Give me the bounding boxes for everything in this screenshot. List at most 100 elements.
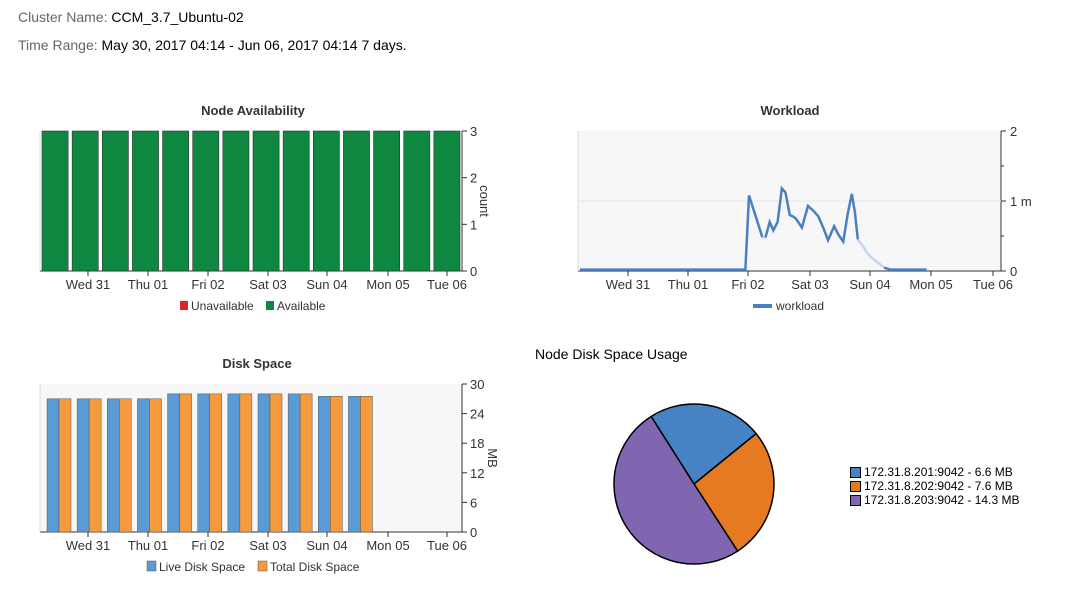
available-bar [252,130,280,272]
total-disk-bar [239,393,253,533]
x-tick-label: Mon 05 [909,277,952,292]
legend-label-live: Live Disk Space [159,560,245,574]
pie-legend-swatch [850,466,861,478]
workload-line [883,266,927,271]
total-disk-bar [330,396,343,533]
available-bar [373,130,401,272]
available-bar [162,130,190,272]
workload-gap-line [856,238,885,269]
pie-legend-label: 172.31.8.203:9042 - 14.3 MB [864,493,1020,507]
workload-line [580,195,764,271]
available-bar [71,130,99,272]
x-tick-label: Fri 02 [191,277,224,292]
x-tick-label: Tue 06 [973,277,1013,292]
x-tick-label: Wed 31 [66,277,111,292]
available-bar [433,130,461,272]
time-range-row: Time Range: May 30, 2017 04:14 - Jun 06,… [18,37,407,53]
pie-legend-swatch [850,480,861,492]
y-tick-label: 24 [470,407,484,422]
y-axis-label: count [477,185,492,217]
pie-legend: 172.31.8.201:9042 - 6.6 MB 172.31.8.202:9… [850,465,1019,507]
pie-slice [613,415,739,565]
pie-legend-item: 172.31.8.202:9042 - 7.6 MB [850,479,1019,493]
x-tick-label: Thu 01 [668,277,708,292]
available-bar [312,130,340,272]
pie-legend-label: 172.31.8.202:9042 - 7.6 MB [864,479,1013,493]
chart-title: Workload [761,103,820,118]
time-range-label: Time Range: [18,37,98,53]
y-tick-label: 6 [470,495,477,510]
pie-legend-label: 172.31.8.201:9042 - 6.6 MB [864,465,1013,479]
x-tick-label: Wed 31 [66,538,111,553]
available-bar [282,130,310,272]
chart-title: Node Availability [201,103,306,118]
legend-label-workload: workload [775,299,824,313]
legend-swatch-available [266,301,274,310]
legend-label-available: Available [277,299,326,313]
y-tick-label: 0 [1010,264,1017,279]
legend-label-unavailable: Unavailable [191,299,254,313]
cluster-name-value: CCM_3.7_Ubuntu-02 [111,9,244,25]
chart-title: Disk Space [222,356,291,371]
total-disk-bar [119,398,132,533]
x-tick-label: Sat 03 [249,277,287,292]
pie-legend-item: 172.31.8.203:9042 - 14.3 MB [850,493,1019,507]
x-tick-label: Wed 31 [606,277,651,292]
legend-swatch-total [257,560,268,572]
x-tick-label: Sun 04 [306,277,347,292]
pie-slice [650,403,758,486]
x-tick-label: Tue 06 [427,538,467,553]
x-tick-label: Sun 04 [849,277,890,292]
total-disk-bar [58,398,72,533]
y-tick-label: 3 [470,124,477,139]
available-bar [132,130,159,272]
x-tick-label: Thu 01 [128,538,168,553]
total-disk-bar [88,398,102,533]
available-bar [101,130,129,272]
x-tick-label: Tue 06 [427,277,467,292]
y-tick-label: 12 [470,466,484,481]
pie-legend-item: 172.31.8.201:9042 - 6.6 MB [850,465,1019,479]
time-range-value: May 30, 2017 04:14 - Jun 06, 2017 04:14 … [101,37,407,53]
pie-slice [693,432,775,553]
available-bar [192,130,220,272]
cluster-name-label: Cluster Name: [18,9,108,25]
x-tick-label: Mon 05 [366,538,409,553]
available-bar [222,130,250,272]
total-disk-bar [269,393,283,533]
x-tick-label: Thu 01 [128,277,168,292]
total-disk-bar [360,396,373,533]
y-tick-label: 0 [470,525,477,540]
y-tick-label: 2 [470,171,477,186]
y-tick-label: 18 [470,436,484,451]
pie-chart-title: Node Disk Space Usage [535,346,688,362]
available-bar [403,130,431,272]
y-tick-label: 1 [470,217,477,232]
y-tick-label: 0 [470,264,477,279]
y-tick-label: 30 [470,377,484,392]
x-tick-label: Mon 05 [366,277,409,292]
legend-label-total: Total Disk Space [270,560,360,574]
total-disk-bar [209,393,222,533]
total-disk-bar [179,393,192,533]
x-tick-label: Fri 02 [191,538,224,553]
cluster-name-row: Cluster Name: CCM_3.7_Ubuntu-02 [18,9,244,25]
total-disk-bar [149,398,162,533]
total-disk-bar [299,393,313,533]
y-tick-label: 1 m [1010,194,1032,209]
x-tick-label: Sat 03 [249,538,287,553]
y-tick-label: 2 [1010,124,1017,139]
legend-swatch-live [146,560,157,572]
available-bar [343,130,370,272]
available-bar [41,130,69,272]
x-tick-label: Sun 04 [306,538,347,553]
x-tick-label: Fri 02 [731,277,764,292]
x-tick-label: Sat 03 [791,277,829,292]
pie-legend-swatch [850,494,861,506]
workload-line [764,185,860,245]
y-axis-label: MB [485,448,500,468]
